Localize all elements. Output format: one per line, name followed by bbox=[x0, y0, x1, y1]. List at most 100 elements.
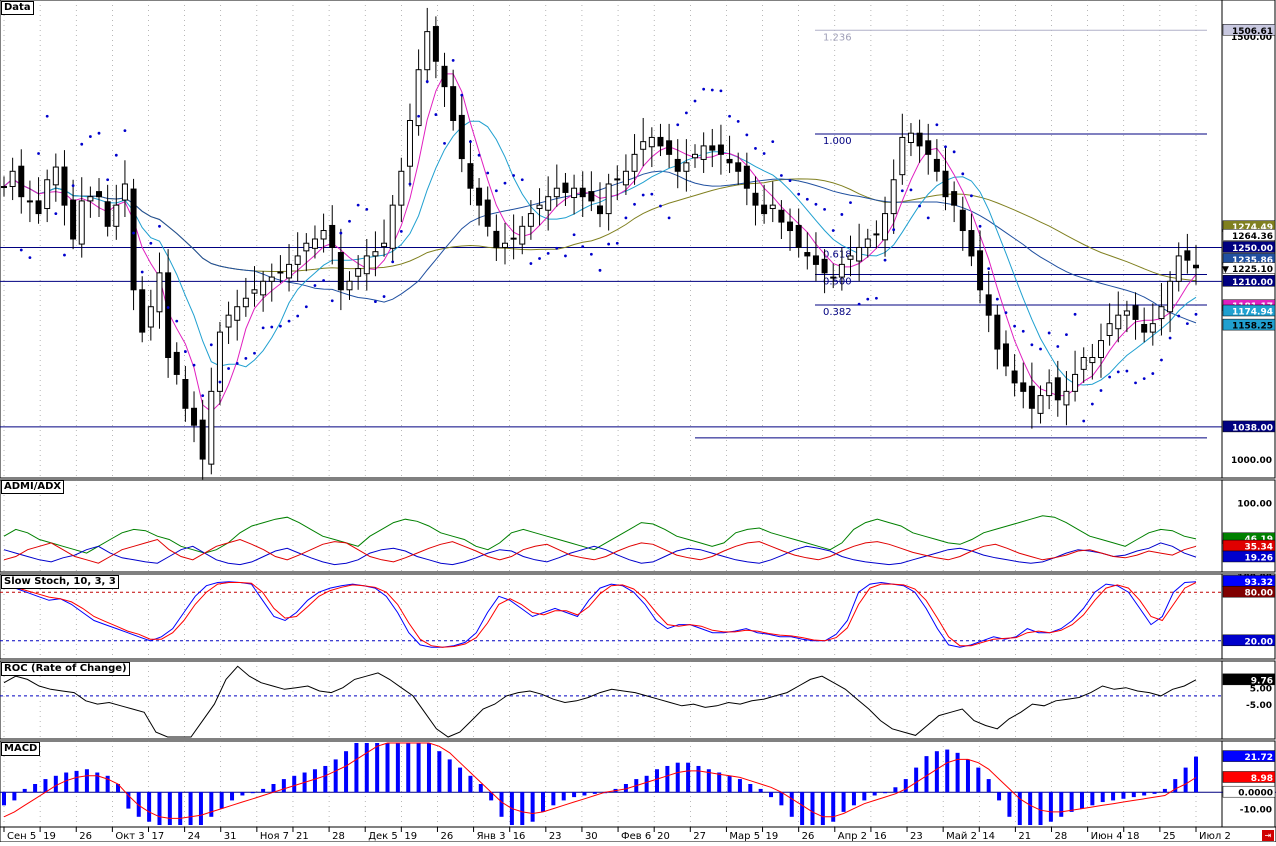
macd-bar bbox=[116, 784, 121, 793]
fib-label: 1.000 bbox=[823, 136, 852, 147]
candle-body bbox=[787, 221, 794, 232]
candle-body bbox=[52, 166, 59, 186]
x-tick-label: 20 bbox=[657, 831, 670, 842]
macd-bar bbox=[1079, 792, 1084, 809]
macd-bar bbox=[706, 769, 711, 793]
candle-body bbox=[622, 170, 629, 186]
pane-frame bbox=[0, 479, 1223, 573]
macd-bar bbox=[1194, 756, 1198, 793]
psar-dot bbox=[296, 314, 300, 318]
y-tick-label: -5.00 bbox=[1246, 701, 1272, 711]
macd-bar bbox=[188, 792, 193, 825]
candle-body bbox=[1115, 314, 1122, 330]
psar-dot bbox=[486, 171, 490, 175]
candle-body bbox=[812, 255, 819, 265]
psar-dot bbox=[624, 216, 628, 220]
candle-body bbox=[994, 314, 1001, 350]
macd-bar bbox=[1162, 788, 1167, 793]
macd-bar bbox=[74, 770, 79, 793]
macd-bar bbox=[1100, 792, 1105, 803]
candle-body bbox=[121, 183, 128, 201]
candle-body bbox=[113, 204, 120, 227]
x-tick-label: 26 bbox=[802, 831, 815, 842]
candle-body bbox=[268, 276, 275, 282]
macd-bar bbox=[1111, 792, 1116, 801]
psar-dot bbox=[1039, 347, 1042, 351]
psar-dot bbox=[469, 140, 472, 144]
candle-body bbox=[536, 204, 543, 210]
candle-body bbox=[337, 252, 344, 291]
candle-body bbox=[873, 233, 880, 236]
psar-dot bbox=[1065, 333, 1068, 337]
candle-body bbox=[968, 230, 975, 257]
x-tick-label: 21 bbox=[1018, 831, 1031, 842]
candle-body bbox=[363, 255, 370, 275]
psar-dot bbox=[270, 325, 274, 329]
psar-dot bbox=[961, 172, 965, 176]
macd-bar bbox=[644, 775, 649, 793]
psar-dot bbox=[1125, 369, 1129, 373]
candle-body bbox=[165, 272, 172, 359]
candle-body bbox=[1149, 323, 1156, 333]
macd-bar bbox=[209, 792, 214, 817]
psar-dot bbox=[797, 192, 801, 196]
macd-bar bbox=[1173, 779, 1178, 793]
psar-dot bbox=[788, 179, 792, 182]
psar-dot bbox=[434, 113, 438, 116]
series-line-0 bbox=[3, 581, 1197, 648]
macd-bar bbox=[561, 792, 566, 801]
candle-body bbox=[329, 224, 336, 248]
candle-body bbox=[933, 158, 940, 172]
candle-body bbox=[597, 205, 603, 215]
psar-dot bbox=[667, 216, 671, 220]
candle-body bbox=[1132, 305, 1139, 320]
x-tick-label: 28 bbox=[332, 831, 345, 842]
macd-bar bbox=[665, 765, 670, 793]
value-tag bbox=[1222, 24, 1276, 36]
macd-bar bbox=[1131, 792, 1136, 798]
psar-dot bbox=[227, 367, 230, 370]
macd-bar bbox=[416, 743, 421, 793]
candle-body bbox=[96, 191, 103, 198]
pane-label-adx: ADMI/ADX bbox=[1, 480, 65, 494]
macd-bar bbox=[312, 769, 317, 793]
macd-bar bbox=[198, 792, 203, 825]
psar-dot bbox=[192, 363, 196, 367]
psar-dot bbox=[140, 270, 144, 274]
candle-body bbox=[130, 188, 137, 291]
psar-dot bbox=[875, 296, 878, 300]
macd-bar bbox=[924, 756, 929, 793]
psar-dot bbox=[1177, 314, 1181, 318]
candle-body bbox=[553, 187, 560, 198]
psar-dot bbox=[805, 197, 809, 201]
psar-dot bbox=[235, 362, 239, 365]
candle-body bbox=[769, 204, 776, 210]
value-tag-text: 19.26 bbox=[1245, 553, 1273, 563]
candle-body bbox=[579, 187, 586, 198]
candle-body bbox=[856, 246, 863, 262]
macd-bar bbox=[1121, 792, 1126, 799]
macd-bar bbox=[437, 751, 442, 793]
pane-frame bbox=[0, 0, 1223, 479]
candle-body bbox=[821, 258, 828, 274]
x-tick-label: Ноя 7 bbox=[260, 831, 289, 842]
psar-dot bbox=[736, 119, 740, 123]
value-tag-text: 1158.25 bbox=[1232, 322, 1273, 332]
candle-body bbox=[795, 224, 802, 248]
fib-label: 0.382 bbox=[823, 307, 852, 318]
psar-dot bbox=[1082, 419, 1086, 423]
psar-dot bbox=[287, 319, 291, 323]
candle-body bbox=[959, 209, 966, 232]
x-tick-label: 16 bbox=[874, 831, 887, 842]
macd-bar bbox=[592, 792, 597, 794]
psar-dot bbox=[1056, 345, 1060, 348]
scroll-arrow-icon[interactable]: ⇥ bbox=[1262, 830, 1274, 841]
psar-dot bbox=[745, 133, 749, 137]
macd-bar bbox=[43, 779, 48, 793]
psar-dot bbox=[659, 204, 662, 208]
candle-body bbox=[1158, 306, 1165, 320]
psar-dot bbox=[1151, 372, 1155, 375]
macd-bar bbox=[696, 765, 701, 793]
psar-dot bbox=[1090, 402, 1094, 406]
